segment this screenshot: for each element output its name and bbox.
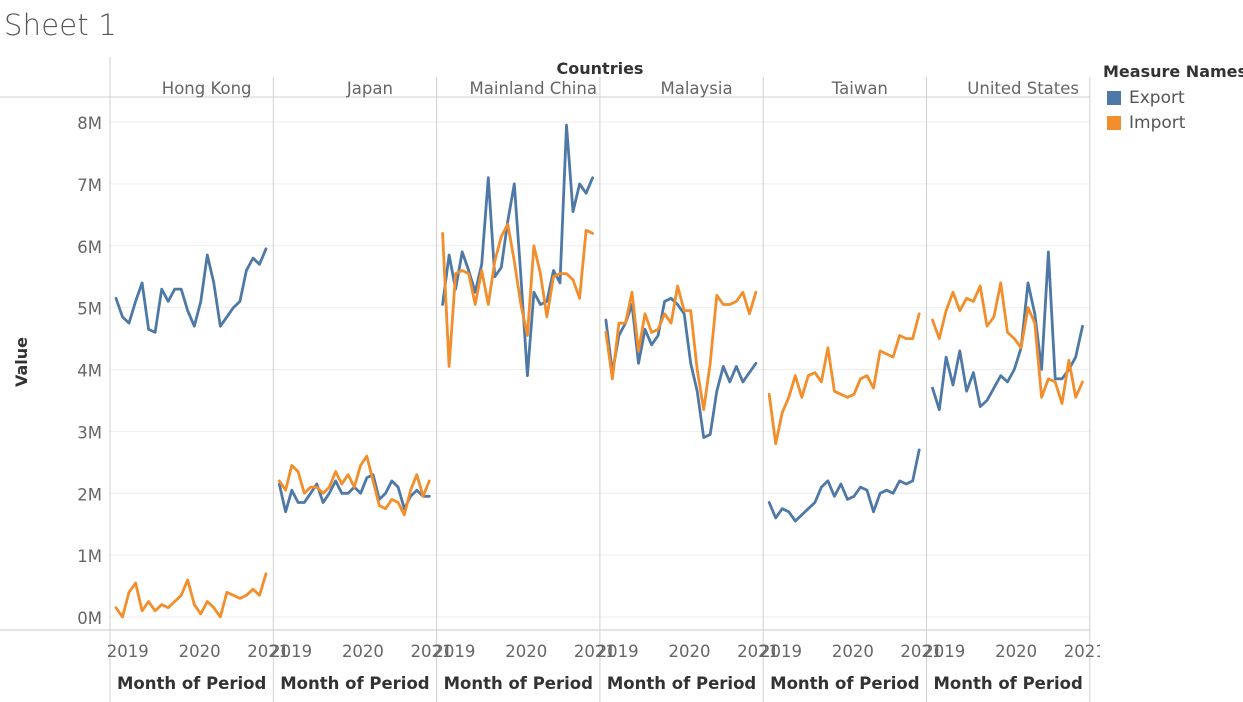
column-header: Countries [557,59,644,78]
series-line-export-united-states [931,250,1084,412]
x-tick-label: 2020 [669,642,711,661]
x-tick-label: 2019 [270,642,312,661]
y-tick-label: 4M [77,362,102,381]
x-tick-label: 2021 [411,642,453,661]
x-tick-label: 2021 [737,642,779,661]
x-tick-label: 2019 [433,642,475,661]
series-line-import-mainland-china [441,222,594,368]
x-tick-label: 2021 [900,642,942,661]
x-tick-label: 2019 [923,642,965,661]
y-tick-label: 6M [77,238,102,257]
x-axis-label: Month of Period [117,674,266,693]
x-axis-label: Month of Period [280,674,429,693]
x-tick-label: 2019 [760,642,802,661]
x-tick-label: 2020 [342,642,384,661]
legend-label-export: Export [1129,87,1185,108]
y-tick-label: 8M [77,114,102,133]
x-tick-label: 2020 [505,642,547,661]
y-tick-label: 3M [77,423,102,442]
legend-swatch-import [1107,115,1121,130]
y-tick-label: 7M [77,176,102,195]
series-line-import-japan [277,454,431,517]
y-axis-label: Value [12,337,31,387]
panel-header-hong-kong: Hong Kong [162,79,252,98]
series-line-export-malaysia [604,296,758,440]
y-tick-label: 1M [77,547,102,566]
legend: Measure Names Export Import [1103,62,1243,135]
x-tick-label: 2019 [597,642,639,661]
x-axis-label: Month of Period [444,674,593,693]
x-tick-label: 2021 [574,642,616,661]
series-line-import-united-states [931,281,1084,405]
series-line-import-malaysia [604,284,758,412]
series-line-import-hong-kong [114,572,268,619]
y-tick-label: 2M [77,485,102,504]
panel-header-mainland-china: Mainland China [470,79,597,98]
legend-item-import[interactable]: Import [1103,110,1243,135]
legend-swatch-export [1107,90,1121,105]
panel-header-taiwan: Taiwan [831,79,888,98]
x-tick-label: 2020 [179,642,221,661]
series-line-import-taiwan [767,312,921,446]
y-tick-label: 0M [77,609,102,628]
chart: 0M 1M 2M 3M 4M 5M 6M 7M 8M Value Countries Hong Kon… [0,57,1100,702]
x-axis-label: Month of Period [933,674,1082,693]
panel-header-united-states: United States [967,79,1079,98]
series-line-export-taiwan [767,448,921,523]
x-tick-label: 2021 [247,642,289,661]
x-tick-label: 2021 [1064,642,1100,661]
panel-header-japan: Japan [346,79,393,98]
x-tick-label: 2020 [832,642,874,661]
series-line-export-mainland-china [441,123,594,378]
x-tick-label: 2019 [107,642,149,661]
legend-title: Measure Names [1103,62,1243,81]
series-line-export-hong-kong [114,247,268,334]
y-tick-label: 5M [77,300,102,319]
legend-item-export[interactable]: Export [1103,85,1243,110]
panel-header-malaysia: Malaysia [660,79,732,98]
x-axis-label: Month of Period [770,674,919,693]
legend-label-import: Import [1129,112,1186,133]
sheet-title: Sheet 1 [4,8,117,42]
x-axis-label: Month of Period [607,674,756,693]
x-tick-label: 2020 [995,642,1037,661]
